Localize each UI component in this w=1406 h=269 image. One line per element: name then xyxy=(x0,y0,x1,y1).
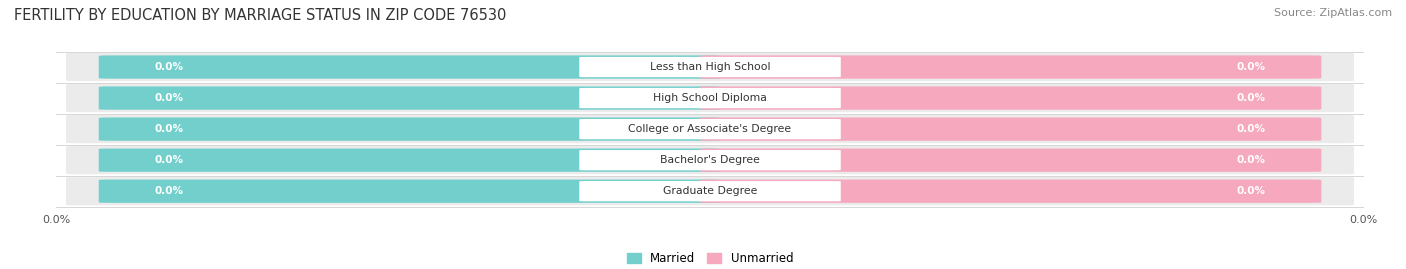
FancyBboxPatch shape xyxy=(579,119,841,139)
FancyBboxPatch shape xyxy=(700,148,1322,172)
FancyBboxPatch shape xyxy=(700,118,1322,141)
Text: Bachelor's Degree: Bachelor's Degree xyxy=(659,155,761,165)
Text: 0.0%: 0.0% xyxy=(155,62,183,72)
FancyBboxPatch shape xyxy=(66,84,1354,112)
Text: 0.0%: 0.0% xyxy=(155,93,183,103)
FancyBboxPatch shape xyxy=(98,148,720,172)
Text: 0.0%: 0.0% xyxy=(155,186,183,196)
FancyBboxPatch shape xyxy=(579,150,841,170)
Text: FERTILITY BY EDUCATION BY MARRIAGE STATUS IN ZIP CODE 76530: FERTILITY BY EDUCATION BY MARRIAGE STATU… xyxy=(14,8,506,23)
FancyBboxPatch shape xyxy=(700,55,1322,79)
Text: 0.0%: 0.0% xyxy=(1237,62,1265,72)
Legend: Married, Unmarried: Married, Unmarried xyxy=(627,252,793,265)
Text: College or Associate's Degree: College or Associate's Degree xyxy=(628,124,792,134)
FancyBboxPatch shape xyxy=(98,180,720,203)
FancyBboxPatch shape xyxy=(579,57,841,77)
FancyBboxPatch shape xyxy=(98,86,720,110)
Text: 0.0%: 0.0% xyxy=(1237,93,1265,103)
FancyBboxPatch shape xyxy=(579,88,841,108)
Text: 0.0%: 0.0% xyxy=(155,155,183,165)
FancyBboxPatch shape xyxy=(98,118,720,141)
Text: 0.0%: 0.0% xyxy=(1237,155,1265,165)
Text: Source: ZipAtlas.com: Source: ZipAtlas.com xyxy=(1274,8,1392,18)
FancyBboxPatch shape xyxy=(66,53,1354,81)
FancyBboxPatch shape xyxy=(700,86,1322,110)
FancyBboxPatch shape xyxy=(66,146,1354,174)
Text: 0.0%: 0.0% xyxy=(1237,124,1265,134)
FancyBboxPatch shape xyxy=(66,115,1354,143)
FancyBboxPatch shape xyxy=(98,55,720,79)
FancyBboxPatch shape xyxy=(66,177,1354,205)
Text: Less than High School: Less than High School xyxy=(650,62,770,72)
Text: Graduate Degree: Graduate Degree xyxy=(662,186,758,196)
Text: High School Diploma: High School Diploma xyxy=(654,93,766,103)
Text: 0.0%: 0.0% xyxy=(1237,186,1265,196)
FancyBboxPatch shape xyxy=(700,180,1322,203)
Text: 0.0%: 0.0% xyxy=(155,124,183,134)
FancyBboxPatch shape xyxy=(579,181,841,201)
